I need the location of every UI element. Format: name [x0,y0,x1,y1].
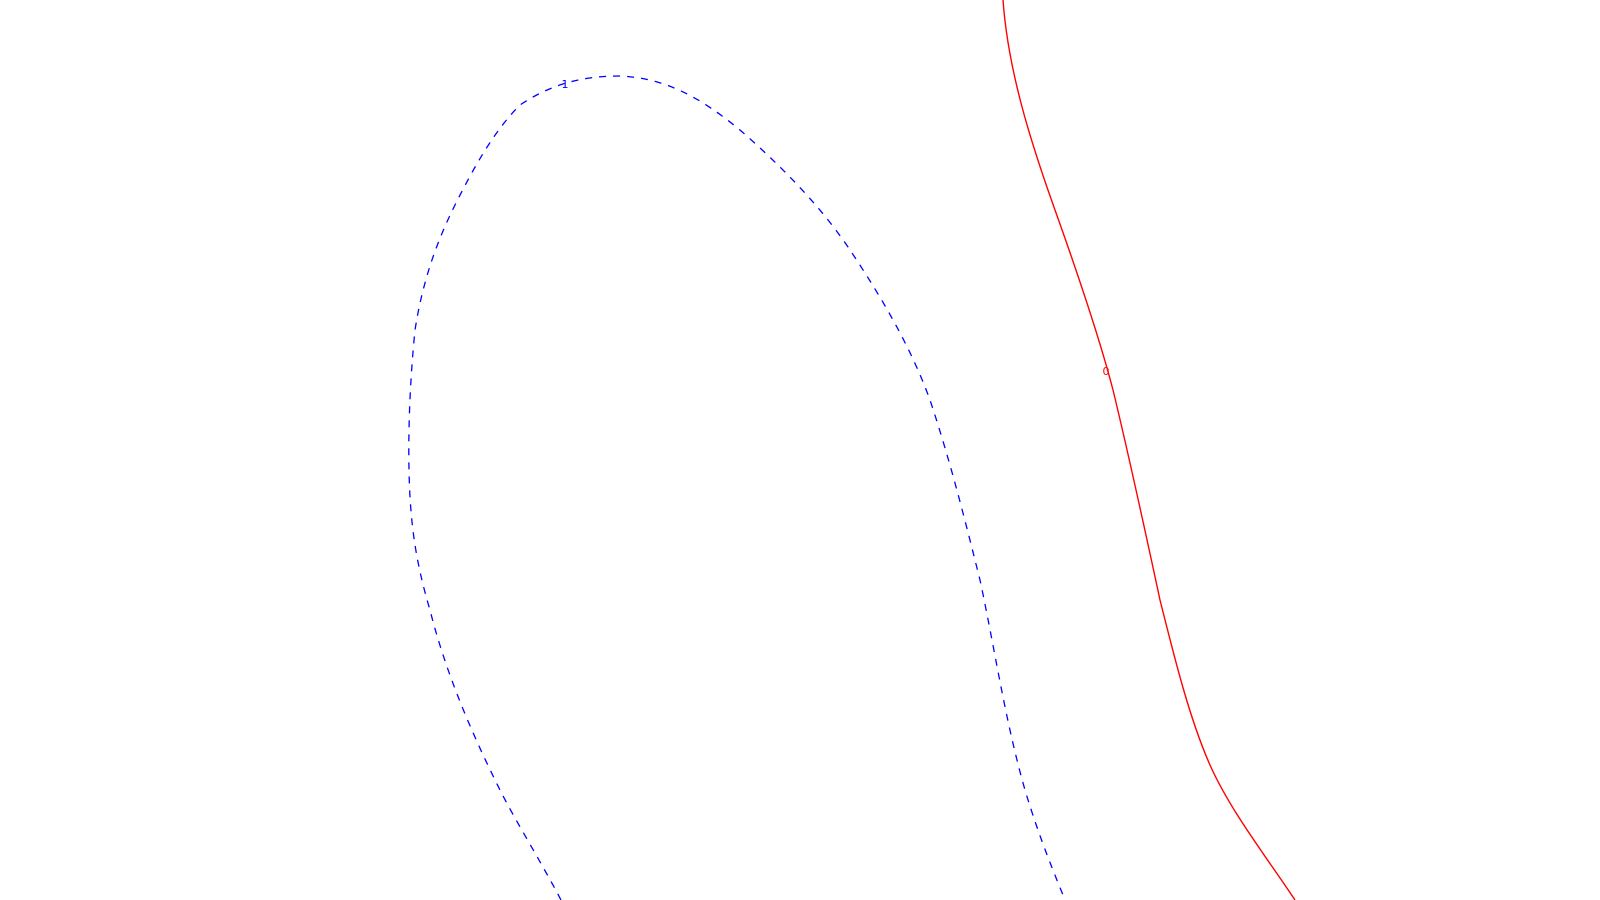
contour-line-level-0 [1002,0,1296,900]
contour-label-level-0: 0 [1103,365,1110,378]
contour-line-level-1 [408,75,1066,900]
contour-label-level-1: 1 [562,78,569,91]
